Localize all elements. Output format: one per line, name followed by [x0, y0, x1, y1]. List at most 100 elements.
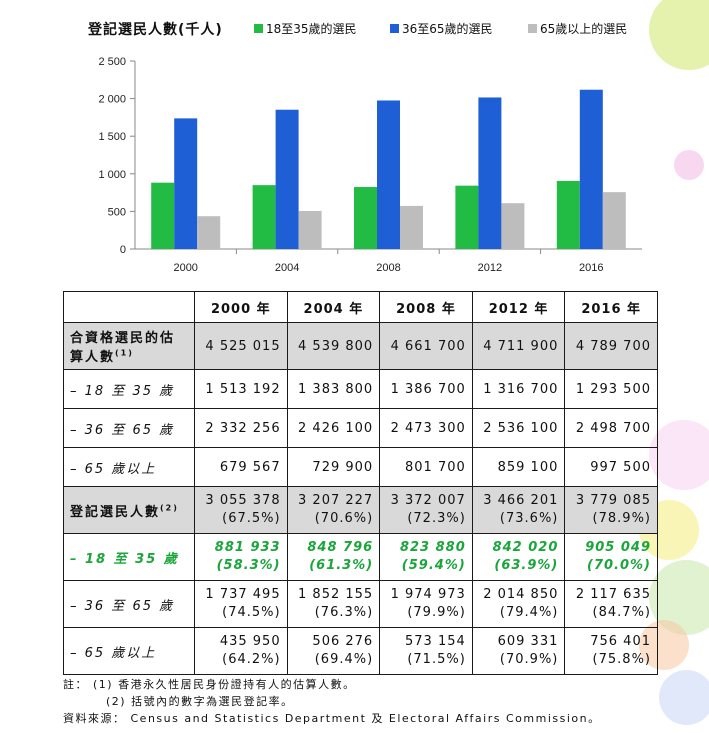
- cell-value: 823 880: [399, 540, 466, 555]
- table-header-row: 2000 年 2004 年 2008 年 2012 年 2016 年: [63, 291, 658, 323]
- table-cell: 756 401 (75.8%): [564, 627, 658, 675]
- row-label: – 65 歲以上: [63, 627, 195, 675]
- table-cell: 1 293 500: [564, 369, 658, 409]
- table-cell: 729 900: [286, 447, 381, 487]
- legend-label: 65歲以上的選民: [540, 22, 628, 36]
- table-cell: 859 100: [471, 447, 566, 487]
- table-cell: 3 466 201 (73.6%): [471, 486, 566, 534]
- legend-swatch: [528, 24, 537, 33]
- table-row: – 18 至 35 歲 1 513 192 1 383 800 1 386 700 1 …: [63, 369, 658, 409]
- legend-item-18-35: 18至35歲的選民: [254, 20, 357, 37]
- cell-value: 1 737 495: [205, 587, 281, 602]
- bar: [354, 187, 377, 249]
- bar: [602, 192, 626, 249]
- row-label: – 36 至 65 歲: [63, 580, 195, 628]
- table-cell: 3 372 007 (72.3%): [379, 486, 473, 534]
- table-cell: 1 737 495 (74.5%): [194, 580, 288, 628]
- table-cell: 2 332 256: [194, 408, 288, 448]
- y-tick-label: 1 000: [98, 169, 126, 181]
- bar: [174, 118, 198, 250]
- table-cell: 2 117 635 (84.7%): [564, 580, 658, 628]
- cell-percentage: (58.3%): [216, 558, 281, 573]
- table-cell: 881 933 (58.3%): [194, 533, 288, 581]
- cell-value: 3 466 201: [483, 493, 559, 508]
- row-label: 合資格選民的估算人數(1): [63, 322, 195, 370]
- y-tick-label: 500: [108, 206, 126, 218]
- cell-percentage: (70.0%): [587, 558, 651, 573]
- cell-value: 1 513 192: [205, 381, 281, 397]
- table-cell: 679 567: [194, 447, 288, 487]
- footnotes: 註： (1) 香港永久性居民身份證持有人的估算人數。 (2) 括號內的數字為選民…: [63, 676, 601, 727]
- row-label-text: – 18 至 35 歲: [70, 383, 175, 399]
- cell-value: 2 117 635: [575, 587, 651, 602]
- footnote-2: (2) 括號內的數字為選民登記率。: [106, 695, 294, 708]
- cell-value: 1 316 700: [483, 381, 559, 397]
- x-tick-label: 2016: [579, 262, 603, 274]
- table-cell: 4 661 700: [379, 322, 473, 370]
- cell-value: 1 383 800: [298, 381, 374, 397]
- cell-value: 2 473 300: [390, 420, 466, 436]
- legend-label: 18至35歲的選民: [266, 22, 357, 36]
- bar: [197, 216, 221, 249]
- cell-value: 859 100: [497, 459, 559, 475]
- cell-value: 3 779 085: [575, 493, 651, 508]
- cell-value: 2 498 700: [575, 420, 651, 436]
- y-tick-label: 2 500: [98, 56, 126, 68]
- table-row: – 18 至 35 歲 881 933 (58.3%) 848 796 (61.3%) 8…: [63, 533, 658, 581]
- cell-percentage: (73.6%): [499, 511, 559, 526]
- cell-value: 848 796: [307, 540, 374, 555]
- table-cell: 2 498 700: [564, 408, 658, 448]
- table-row: – 36 至 65 歲 2 332 256 2 426 100 2 473 300 2 …: [63, 408, 658, 448]
- table-cell: 435 950 (64.2%): [194, 627, 288, 675]
- cell-percentage: (67.5%): [222, 511, 281, 526]
- cell-value: 1 852 155: [298, 587, 374, 602]
- table-cell: 3 055 378 (67.5%): [194, 486, 288, 534]
- cell-value: 609 331: [497, 634, 559, 649]
- cell-value: 801 700: [405, 459, 466, 475]
- chart-legend: 登記選民人數(千人) 18至35歲的選民 36至65歲的選民 65歲以上的選民: [88, 18, 688, 38]
- bar: [275, 109, 299, 249]
- cell-value: 4 661 700: [390, 338, 466, 354]
- cell-percentage: (70.6%): [314, 511, 374, 526]
- table-cell: 997 500: [564, 447, 658, 487]
- table-header-2000: 2000 年: [194, 291, 288, 323]
- table-row: – 65 歲以上 679 567 729 900 801 700 859 100 997 …: [63, 447, 658, 487]
- cell-value: 2 332 256: [205, 420, 281, 436]
- cell-value: 842 020: [492, 540, 559, 555]
- cell-percentage: (76.3%): [314, 605, 374, 620]
- cell-percentage: (59.4%): [401, 558, 466, 573]
- legend-label: 36至65歲的選民: [402, 22, 493, 36]
- cell-percentage: (64.2%): [222, 652, 281, 667]
- cell-value: 905 049: [585, 540, 651, 555]
- bar: [400, 205, 423, 249]
- cell-value: 4 525 015: [205, 338, 281, 354]
- cell-percentage: (74.5%): [222, 605, 281, 620]
- bar: [579, 89, 603, 249]
- table-cell: 848 796 (61.3%): [286, 533, 381, 581]
- legend-swatch: [390, 24, 399, 33]
- bar: [377, 100, 400, 249]
- row-label-text: – 36 至 65 歲: [70, 422, 175, 438]
- x-tick-label: 2004: [275, 262, 299, 274]
- bar-chart: 0 500 1 000 1 500 2 000 2 500 2000 2004 2008 2012…: [98, 56, 642, 274]
- table-cell: 1 852 155 (76.3%): [286, 580, 381, 628]
- table-cell: 1 383 800: [286, 369, 381, 409]
- voter-table: 2000 年 2004 年 2008 年 2012 年 2016 年 合資格選民…: [63, 291, 658, 675]
- table-cell: 3 207 227 (70.6%): [286, 486, 381, 534]
- row-label-text: – 65 歲以上: [70, 645, 157, 661]
- decorative-bubbles: [629, 0, 709, 733]
- cell-value: 997 500: [590, 459, 651, 475]
- cell-value: 756 401: [590, 634, 651, 649]
- cell-percentage: (72.3%): [407, 511, 466, 526]
- table-cell: 4 711 900: [471, 322, 566, 370]
- cell-percentage: (84.7%): [592, 605, 651, 620]
- cell-value: 4 539 800: [298, 338, 374, 354]
- table-cell: 842 020 (63.9%): [471, 533, 566, 581]
- table-row: – 65 歲以上 435 950 (64.2%) 506 276 (69.4%) 573 …: [63, 627, 658, 675]
- table-cell: 4 539 800: [286, 322, 381, 370]
- row-label: – 18 至 35 歲: [63, 533, 195, 581]
- cell-value: 506 276: [312, 634, 374, 649]
- legend-item-36-65: 36至65歲的選民: [390, 20, 493, 37]
- cell-percentage: (71.5%): [407, 652, 466, 667]
- row-label-text: – 65 歲以上: [70, 461, 157, 477]
